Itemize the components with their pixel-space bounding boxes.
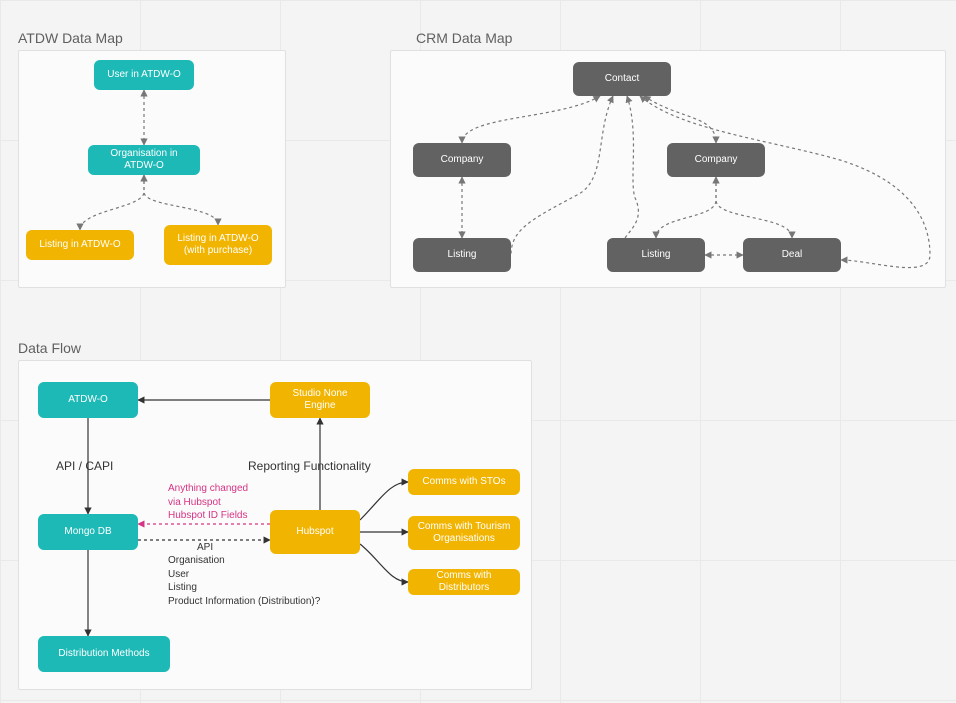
region-title-crm: CRM Data Map — [416, 30, 512, 46]
node-flow-studio: Studio None Engine — [270, 382, 370, 418]
label-api-capi: API / CAPI — [56, 458, 113, 474]
node-crm-deal: Deal — [743, 238, 841, 272]
label-below-list: Organisation User Listing Product Inform… — [168, 554, 320, 608]
node-atdw-user: User in ATDW-O — [94, 60, 194, 90]
node-crm-listing-1: Listing — [413, 238, 511, 272]
node-crm-company-2: Company — [667, 143, 765, 177]
node-flow-hubspot: Hubspot — [270, 510, 360, 554]
node-atdw-organisation: Organisation in ATDW-O — [88, 145, 200, 175]
region-title-flow: Data Flow — [18, 340, 81, 356]
node-crm-listing-2: Listing — [607, 238, 705, 272]
node-crm-contact: Contact — [573, 62, 671, 96]
node-flow-mongo: Mongo DB — [38, 514, 138, 550]
label-reporting: Reporting Functionality — [248, 458, 371, 474]
node-flow-comms-sto: Comms with STOs — [408, 469, 520, 495]
region-title-atdw: ATDW Data Map — [18, 30, 123, 46]
node-flow-comms-tour: Comms with Tourism Organisations — [408, 516, 520, 550]
node-atdw-listing: Listing in ATDW-O — [26, 230, 134, 260]
node-atdw-listing-purchase: Listing in ATDW-O (with purchase) — [164, 225, 272, 265]
node-flow-atdwo: ATDW-O — [38, 382, 138, 418]
node-crm-company-1: Company — [413, 143, 511, 177]
label-api: API — [197, 541, 213, 555]
node-flow-comms-dist: Comms with Distributors — [408, 569, 520, 595]
diagram-canvas: ATDW Data Map CRM Data Map Data Flow Use… — [0, 0, 956, 703]
label-pink-note: Anything changed via Hubspot Hubspot ID … — [168, 482, 248, 523]
node-flow-distmethods: Distribution Methods — [38, 636, 170, 672]
